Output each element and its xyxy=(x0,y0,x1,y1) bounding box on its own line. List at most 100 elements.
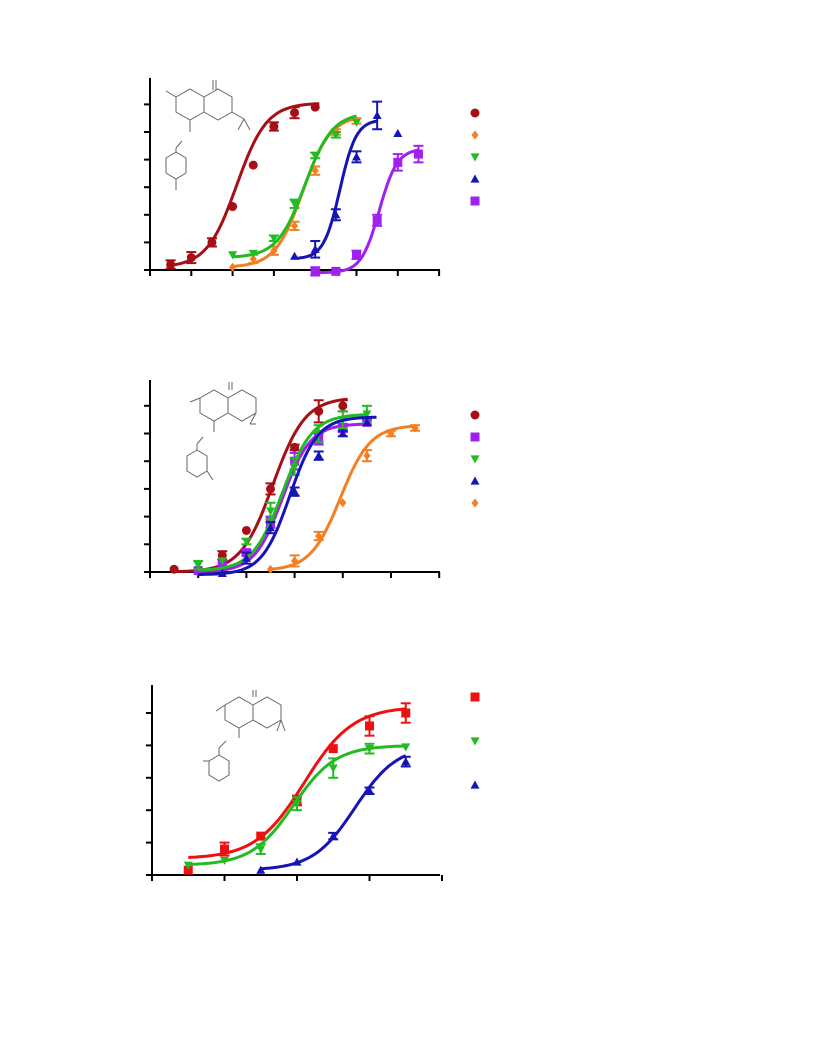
data-point xyxy=(372,215,382,225)
data-point xyxy=(331,131,341,140)
data-point xyxy=(338,401,348,411)
data-point xyxy=(387,429,395,438)
legend-marker xyxy=(470,196,480,206)
data-point xyxy=(365,786,374,795)
data-point xyxy=(166,259,176,269)
fit-curve xyxy=(198,413,367,572)
fit-curve xyxy=(198,415,377,576)
data-point xyxy=(290,442,300,452)
data-point xyxy=(291,556,299,566)
data-point xyxy=(241,525,251,535)
data-point xyxy=(352,250,361,260)
data-point xyxy=(183,865,193,875)
data-point xyxy=(328,764,338,773)
data-point xyxy=(314,406,324,416)
data-point xyxy=(314,451,324,460)
data-point xyxy=(249,254,257,264)
data-point xyxy=(217,568,227,577)
data-point xyxy=(269,234,279,243)
data-point xyxy=(411,423,419,433)
data-point xyxy=(338,429,348,438)
data-point xyxy=(217,557,227,566)
legend-marker xyxy=(470,410,480,420)
fit-curve xyxy=(166,102,320,268)
legend-marker xyxy=(470,476,480,485)
legend-marker xyxy=(470,692,480,702)
data-point xyxy=(413,149,423,159)
data-point xyxy=(290,251,300,260)
data-point xyxy=(228,251,238,260)
data-point xyxy=(228,202,238,212)
data-point xyxy=(401,743,411,752)
data-point xyxy=(220,844,229,854)
data-point xyxy=(310,244,320,253)
data-point xyxy=(331,266,341,276)
chart-panel-3 xyxy=(146,685,480,881)
data-point xyxy=(328,744,338,754)
legend-marker xyxy=(470,780,480,789)
data-point xyxy=(266,484,275,494)
data-point xyxy=(269,121,279,131)
data-point xyxy=(352,118,361,127)
data-point xyxy=(290,200,300,209)
legend-marker xyxy=(470,174,480,183)
data-point xyxy=(352,152,361,161)
data-point xyxy=(339,498,347,508)
data-point xyxy=(220,856,229,865)
data-point xyxy=(331,210,341,219)
chart-panel-2 xyxy=(144,380,480,578)
data-point xyxy=(290,108,300,118)
data-point xyxy=(266,523,275,532)
data-point xyxy=(207,237,217,247)
data-point xyxy=(241,553,251,562)
data-point xyxy=(248,249,258,258)
data-point xyxy=(256,845,266,854)
data-point xyxy=(315,531,323,541)
legend-marker xyxy=(471,498,479,508)
data-point xyxy=(292,857,302,866)
chemical-structure-panel-2 xyxy=(186,382,257,481)
data-point xyxy=(290,487,300,496)
data-point xyxy=(365,721,374,731)
data-point xyxy=(401,757,411,766)
data-point xyxy=(186,253,196,263)
data-point xyxy=(393,157,403,167)
data-point xyxy=(372,110,382,120)
chart-panel-1 xyxy=(144,78,480,277)
data-point xyxy=(169,564,179,574)
legend-marker xyxy=(470,432,480,442)
data-point xyxy=(311,166,319,176)
data-point xyxy=(290,463,300,472)
data-point xyxy=(362,410,372,419)
chemical-structure-panel-1 xyxy=(165,80,251,190)
data-point xyxy=(193,566,203,576)
data-point xyxy=(365,745,374,754)
data-point xyxy=(401,708,411,718)
data-point xyxy=(183,861,193,870)
legend-marker xyxy=(470,108,480,118)
chemical-structure-panel-3 xyxy=(203,690,286,782)
fit-curve xyxy=(315,148,419,275)
data-point xyxy=(241,537,251,547)
fit-curve xyxy=(294,119,378,260)
data-point xyxy=(310,266,320,276)
data-point xyxy=(193,561,203,570)
legend-marker xyxy=(470,153,480,162)
data-point xyxy=(266,564,275,574)
data-point xyxy=(229,262,237,272)
legend-marker xyxy=(470,737,480,746)
data-point xyxy=(270,246,278,256)
data-point xyxy=(248,160,258,170)
data-point xyxy=(393,128,403,137)
data-point xyxy=(363,451,371,461)
data-point xyxy=(292,800,302,809)
data-point xyxy=(328,831,338,840)
data-point xyxy=(362,417,372,427)
data-point xyxy=(290,221,299,231)
legend-marker xyxy=(471,130,479,140)
data-point xyxy=(310,102,320,112)
data-point xyxy=(256,831,266,841)
data-point xyxy=(266,507,275,516)
data-point xyxy=(310,151,320,160)
